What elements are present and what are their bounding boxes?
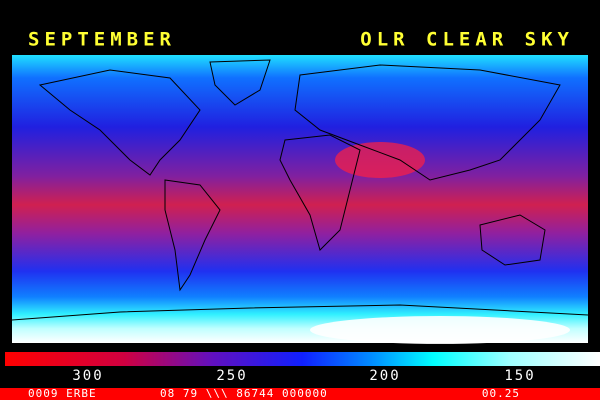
footer-center: 08 79 \\\ 86744 000000	[160, 387, 328, 400]
footer-left: 0009 ERBE	[28, 387, 97, 400]
colorbar-tick: 200	[369, 368, 400, 384]
colorbar-tick: 300	[72, 368, 103, 384]
month-label: SEPTEMBER	[28, 29, 176, 51]
colorbar	[5, 352, 600, 366]
footer-bar	[0, 388, 600, 400]
coastlines	[11, 59, 589, 321]
colorbar-tick: 150	[504, 368, 535, 384]
map	[11, 55, 589, 344]
footer-right: 00.25	[482, 387, 520, 400]
map-title: OLR CLEAR SKY	[360, 29, 574, 51]
hot-region	[335, 142, 425, 178]
olr-field	[12, 55, 588, 343]
colorbar-tick: 250	[216, 368, 247, 384]
cold-region	[310, 316, 570, 344]
